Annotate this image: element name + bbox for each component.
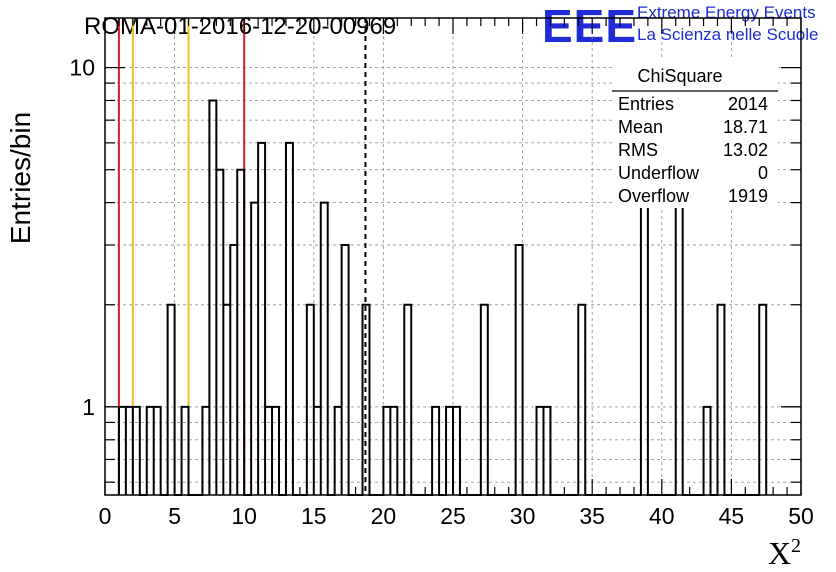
x-tick-label: 15 (301, 503, 327, 529)
stats-value: 1919 (728, 186, 768, 206)
histogram-bin (676, 203, 683, 495)
stats-label: Entries (618, 94, 674, 114)
histogram-bin (251, 203, 258, 495)
y-tick-label: 10 (69, 55, 95, 81)
histogram-bin (404, 305, 411, 495)
x-tick-label: 25 (440, 503, 466, 529)
histogram-bin (578, 305, 585, 495)
histogram-bin (641, 203, 648, 495)
histogram-bin (717, 305, 724, 495)
histogram-bin (168, 305, 175, 495)
histogram-bin (307, 305, 314, 495)
x-tick-label: 5 (168, 503, 181, 529)
x-tick-label: 40 (649, 503, 675, 529)
logo-line-2: La Scienza nelle Scuole (637, 25, 818, 44)
x-tick-label: 45 (719, 503, 745, 529)
x-tick-label: 35 (579, 503, 605, 529)
histogram-bin (321, 203, 328, 495)
stats-value: 2014 (728, 94, 768, 114)
histogram-bin (223, 305, 230, 495)
x-axis-label: X 2 (768, 535, 801, 571)
x-tick-label: 30 (510, 503, 536, 529)
stats-rows: Entries 2014 Mean 18.71 RMS 13.02 Underflow 0 Ov… (618, 94, 768, 206)
stats-label: Overflow (618, 186, 690, 206)
y-axis-label: Entries/bin (5, 112, 36, 244)
plot-area: 0 5 10 15 20 25 30 35 40 45 50 1 10 (69, 17, 814, 529)
x-tick-label: 20 (371, 503, 397, 529)
stats-box: ChiSquare Entries 2014 Mean 18.71 RMS 13.02 Un… (612, 58, 778, 208)
histogram-bin (258, 143, 265, 495)
stats-value: 0 (758, 163, 768, 183)
logo-mark: EEE (542, 0, 637, 52)
histogram-bin (230, 245, 237, 495)
histogram-bin (286, 143, 293, 495)
stats-value: 13.02 (723, 140, 768, 160)
stats-value: 18.71 (723, 117, 768, 137)
stats-label: Underflow (618, 163, 700, 183)
logo-line-1: Extreme Energy Events (637, 3, 816, 22)
x-tick-label: 10 (231, 503, 257, 529)
histogram-bin (237, 170, 244, 495)
histogram-bin (216, 170, 223, 495)
histogram-bin (209, 100, 216, 495)
x-tick-label: 0 (99, 503, 112, 529)
histogram-bin (516, 245, 523, 495)
stats-label: Mean (618, 117, 663, 137)
histogram-bin (759, 305, 766, 495)
x-axis-label-base: X (768, 535, 791, 571)
stats-box-title: ChiSquare (637, 66, 722, 86)
histogram-bin (342, 245, 349, 495)
y-tick-label: 1 (82, 394, 95, 420)
chart-title: ROMA-01-2016-12-20-00969 (84, 13, 396, 40)
stats-box-background (612, 58, 778, 208)
x-tick-label: 50 (788, 503, 814, 529)
eee-logo: EEE Extreme Energy Events La Scienza nel… (542, 0, 818, 52)
stats-label: RMS (618, 140, 658, 160)
x-axis-label-superscript: 2 (791, 535, 801, 557)
histogram-bin (481, 305, 488, 495)
